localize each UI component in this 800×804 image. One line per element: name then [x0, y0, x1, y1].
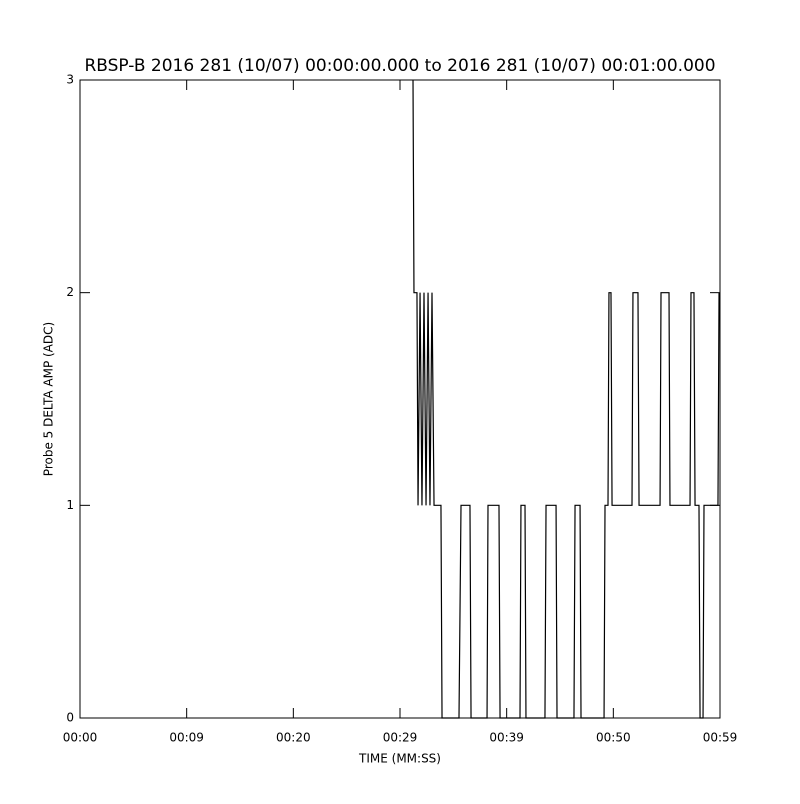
x-axis-label: TIME (MM:SS) [358, 752, 441, 766]
chart-title: RBSP-B 2016 281 (10/07) 00:00:00.000 to … [84, 56, 715, 76]
y-tick-label: 1 [66, 498, 74, 512]
x-tick-label: 00:59 [703, 731, 738, 745]
x-tick-label: 00:00 [63, 731, 98, 745]
y-axis-label: Probe 5 DELTA AMP (ADC) [42, 322, 56, 476]
data-line [412, 79, 720, 719]
x-tick-label: 00:50 [596, 731, 631, 745]
x-tick-label: 00:09 [169, 731, 204, 745]
x-tick-label: 00:29 [383, 731, 418, 745]
y-tick-label: 0 [66, 711, 74, 725]
y-tick-label: 2 [66, 285, 74, 299]
x-tick-label: 00:39 [489, 731, 524, 745]
x-tick-label: 00:20 [276, 731, 311, 745]
y-tick-label: 3 [66, 73, 74, 87]
